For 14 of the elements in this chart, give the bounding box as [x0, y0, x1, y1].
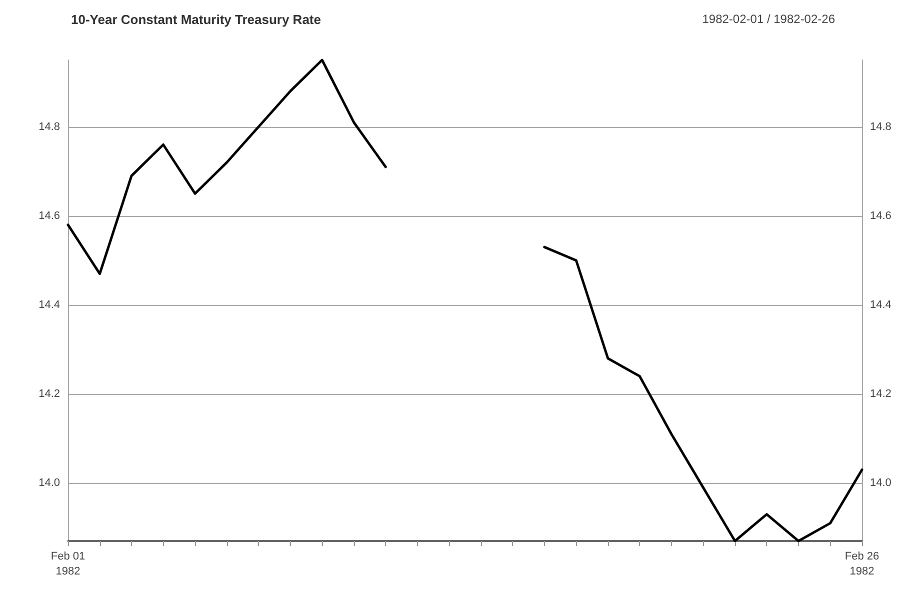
y-tick-label: 14.8 — [38, 120, 60, 133]
y-tick-label: 14.4 — [38, 298, 60, 311]
x-tick-label: Feb 26 1982 — [844, 550, 880, 578]
y-tick-label: 14.6 — [38, 210, 60, 222]
chart-subtitle: 1982-02-01 / 1982-02-26 — [702, 12, 836, 26]
y2-tick-label: 14.2 — [870, 388, 892, 400]
y2-tick-label: 14.6 — [870, 210, 892, 222]
y2-tick-label: 14.8 — [870, 120, 892, 133]
y-tick-label: 14.2 — [38, 388, 60, 400]
y2-tick-label: 14.4 — [870, 298, 892, 311]
chart-title: 10-Year Constant Maturity Treasury Rate — [71, 12, 321, 27]
y2-tick-label: 14.0 — [870, 477, 892, 490]
x-tick-label: Feb 01 1982 — [50, 550, 86, 578]
y-tick-label: 14.0 — [38, 477, 60, 490]
